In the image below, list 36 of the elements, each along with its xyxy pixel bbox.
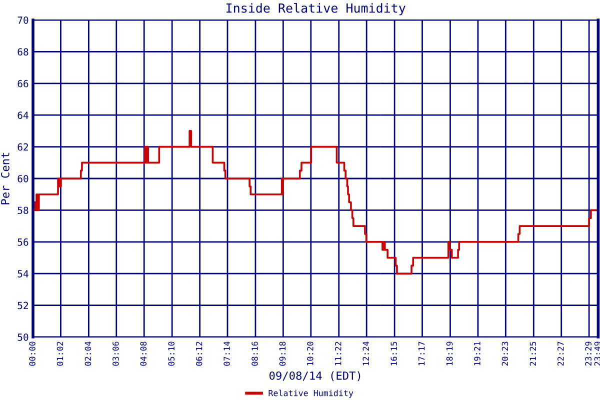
x-tick-label: 05:10 [168, 342, 175, 366]
chart-title: Inside Relative Humidity [226, 3, 406, 16]
x-tick-label: 11:22 [335, 342, 342, 366]
x-tick-label: 00:00 [29, 342, 36, 366]
y-axis-title: Per Cent [1, 152, 10, 204]
x-tick-label: 20:23 [502, 342, 508, 366]
x-tick-label: 18:19 [446, 342, 453, 366]
y-tick-label: 70 [18, 16, 28, 24]
y-tick-label: 54 [18, 270, 28, 278]
y-tick-label: 66 [18, 80, 28, 88]
y-tick-label: 68 [18, 48, 28, 56]
x-tick-label: 21:25 [530, 342, 536, 366]
x-tick-label: 04:08 [140, 342, 147, 366]
x-tick-label: 07:14 [224, 342, 230, 366]
x-tick-label: 19:21 [474, 342, 480, 366]
y-tick-label: 58 [18, 206, 28, 214]
y-tick-label: 62 [18, 143, 28, 151]
x-tick-label: 01:02 [56, 342, 64, 366]
x-tick-label: 02:04 [84, 342, 92, 366]
x-tick-label: 23:29 [585, 342, 592, 366]
y-tick-label: 56 [18, 238, 28, 246]
x-tick-label: 08:16 [252, 342, 258, 366]
y-tick-label: 50 [18, 334, 28, 341]
x-tick-label: 17:17 [418, 342, 425, 366]
x-tick-label: 03:06 [112, 342, 119, 366]
x-tick-label: 09:18 [279, 342, 286, 366]
x-tick-label: 12:24 [362, 342, 369, 366]
x-tick-label: 22:27 [557, 342, 564, 366]
x-tick-label: 06:12 [196, 342, 202, 366]
y-tick-label: 64 [18, 112, 28, 119]
x-tick-label: 10:20 [307, 342, 314, 366]
x-axis-title: 09/08/14 (EDT) [270, 371, 360, 382]
y-tick-label: 60 [18, 175, 28, 182]
legend-label: Relative Humidity [268, 390, 354, 398]
x-tick-label: 16:15 [390, 342, 397, 366]
y-tick-label: 52 [18, 302, 28, 310]
